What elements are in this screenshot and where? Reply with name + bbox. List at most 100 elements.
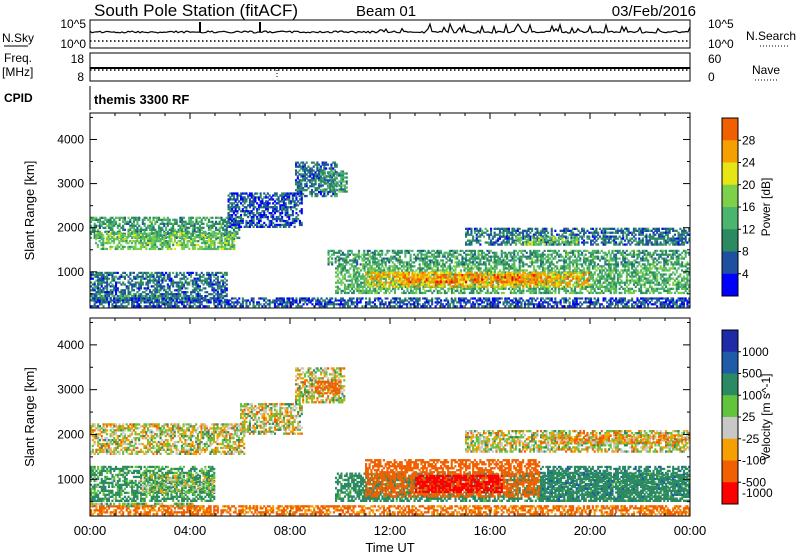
data-cell xyxy=(540,291,543,295)
data-cell xyxy=(338,277,341,280)
data-cell xyxy=(268,202,271,205)
data-cell xyxy=(195,243,198,247)
data-cell xyxy=(290,200,293,203)
data-cell xyxy=(265,194,268,197)
data-cell xyxy=(666,287,669,290)
data-cell xyxy=(393,285,396,288)
data-cell xyxy=(207,273,210,276)
data-cell xyxy=(673,267,676,270)
data-cell xyxy=(393,269,396,272)
data-cell xyxy=(563,265,566,268)
data-cell xyxy=(575,269,578,272)
data-cell xyxy=(373,277,376,280)
data-cell xyxy=(243,198,246,201)
data-cell xyxy=(245,210,248,213)
data-cell xyxy=(257,217,260,221)
data-cell xyxy=(243,192,246,195)
data-cell xyxy=(340,267,343,270)
data-cell xyxy=(236,194,239,197)
data-cell xyxy=(181,277,184,280)
data-cell xyxy=(491,277,494,280)
data-cell xyxy=(233,232,236,235)
data-cell xyxy=(575,291,578,295)
data-cell xyxy=(298,223,301,227)
data-cell xyxy=(465,271,468,274)
data-cell xyxy=(106,279,109,282)
data-cell xyxy=(475,291,478,295)
data-cell xyxy=(132,216,135,219)
data-cell xyxy=(240,194,243,197)
data-cell xyxy=(590,271,593,274)
data-cell xyxy=(109,220,112,223)
data-cell xyxy=(483,287,486,290)
data-cell xyxy=(558,287,561,290)
data-cell xyxy=(102,222,105,225)
data-cell xyxy=(231,226,234,229)
data-cell xyxy=(248,202,251,205)
data-cell xyxy=(190,243,193,247)
data-cell xyxy=(590,277,593,280)
data-cell xyxy=(136,220,139,223)
data-cell xyxy=(270,221,273,225)
data-cell xyxy=(147,285,150,288)
scatter-band xyxy=(95,232,236,251)
data-cell xyxy=(547,273,550,276)
data-cell xyxy=(189,297,192,300)
data-cell xyxy=(296,177,299,180)
data-cell xyxy=(629,289,632,293)
data-cell xyxy=(368,271,371,274)
data-cell xyxy=(531,289,534,293)
data-cell xyxy=(211,273,214,276)
data-cell xyxy=(372,271,375,274)
data-cell xyxy=(91,289,94,292)
data-cell xyxy=(159,234,162,237)
data-cell xyxy=(190,222,193,225)
data-cell xyxy=(154,295,157,298)
data-cell xyxy=(209,285,212,288)
data-cell xyxy=(384,287,387,290)
data-cell xyxy=(209,226,212,229)
data-cell xyxy=(300,173,303,176)
data-cell xyxy=(170,240,173,243)
data-cell xyxy=(334,184,337,187)
data-cell xyxy=(426,289,429,293)
data-cell xyxy=(215,236,218,239)
data-cell xyxy=(657,291,660,295)
data-cell xyxy=(139,236,142,239)
data-cell xyxy=(668,287,671,290)
data-cell xyxy=(206,281,209,284)
data-cell xyxy=(97,271,100,274)
data-cell xyxy=(298,198,301,201)
data-cell xyxy=(132,298,135,301)
data-cell xyxy=(386,289,389,293)
data-cell xyxy=(245,198,248,201)
data-cell xyxy=(314,163,317,166)
cpid-value: themis 3300 RF xyxy=(94,92,189,107)
data-cell xyxy=(331,190,334,193)
data-cell xyxy=(473,271,476,274)
data-cell xyxy=(150,275,153,278)
data-cell xyxy=(591,273,594,276)
data-cell xyxy=(310,189,313,192)
data-cell xyxy=(574,269,577,272)
data-cell xyxy=(604,281,607,284)
data-cell xyxy=(220,271,223,274)
data-cell xyxy=(177,243,180,247)
data-cell xyxy=(159,279,162,282)
data-cell xyxy=(175,283,178,286)
data-cell xyxy=(209,228,212,231)
data-cell xyxy=(139,238,142,241)
data-cell xyxy=(132,300,135,303)
data-cell xyxy=(625,281,628,284)
data-cell xyxy=(351,285,354,288)
data-cell xyxy=(140,295,143,298)
data-cell xyxy=(616,277,619,280)
data-cell xyxy=(165,279,168,282)
data-cell xyxy=(554,291,557,295)
data-cell xyxy=(107,240,110,243)
data-cell xyxy=(105,247,108,251)
data-cell xyxy=(240,198,243,201)
data-cell xyxy=(190,293,193,296)
data-cell xyxy=(145,287,148,290)
data-cell xyxy=(161,293,164,296)
